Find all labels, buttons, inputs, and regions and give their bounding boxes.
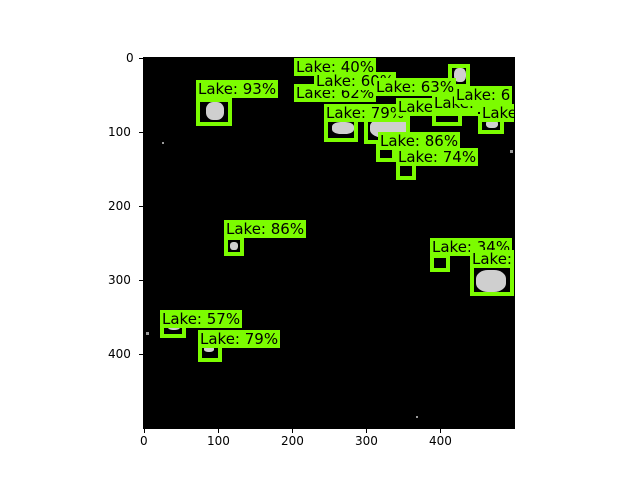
lake-blob bbox=[230, 242, 238, 250]
y-tick bbox=[139, 58, 143, 59]
detection-label: Lake: 79% bbox=[198, 330, 281, 348]
x-tick-label: 100 bbox=[207, 434, 230, 448]
image-speck bbox=[416, 416, 418, 418]
detection-label: Lake: bbox=[470, 250, 514, 268]
y-tick bbox=[139, 206, 143, 207]
detection-label: Lake bbox=[480, 104, 514, 122]
image-speck bbox=[510, 150, 513, 153]
x-tick-label: 300 bbox=[355, 434, 378, 448]
detection-box bbox=[430, 254, 450, 272]
detection-label: Lake: 79% bbox=[324, 104, 407, 122]
detection-label: Lake: 86% bbox=[378, 132, 461, 150]
y-tick bbox=[139, 280, 143, 281]
lake-blob bbox=[486, 120, 498, 128]
detection-label: Lake: 6 bbox=[454, 86, 513, 104]
y-tick-label: 100 bbox=[108, 125, 131, 139]
x-tick bbox=[366, 429, 367, 433]
image-speck bbox=[146, 332, 149, 335]
lake-blob bbox=[204, 346, 214, 352]
y-tick bbox=[139, 132, 143, 133]
detection-box bbox=[224, 236, 244, 256]
detection-box bbox=[470, 264, 514, 296]
x-tick bbox=[218, 429, 219, 433]
detection-label: Lake: 74% bbox=[396, 148, 479, 166]
x-tick-label: 200 bbox=[281, 434, 304, 448]
x-tick-label: 400 bbox=[429, 434, 452, 448]
x-tick bbox=[292, 429, 293, 433]
lake-blob bbox=[454, 68, 466, 82]
y-tick-label: 200 bbox=[108, 199, 131, 213]
lake-blob bbox=[476, 270, 506, 292]
lake-blob bbox=[332, 122, 354, 134]
detection-box bbox=[196, 98, 232, 126]
x-tick-label: 0 bbox=[140, 434, 148, 448]
lake-blob bbox=[206, 102, 224, 120]
detection-label: Lake: 93% bbox=[196, 80, 279, 98]
x-tick bbox=[144, 429, 145, 433]
satellite-image: Lake: 93% Lake: 40% Lake: 62% Lake: 60% … bbox=[144, 58, 514, 428]
detection-label: Lake: 63% bbox=[374, 78, 457, 96]
y-tick-label: 400 bbox=[108, 347, 131, 361]
detection-label: Lake: 40% bbox=[294, 58, 377, 76]
y-tick-label: 0 bbox=[126, 51, 134, 65]
y-tick bbox=[139, 354, 143, 355]
x-tick bbox=[440, 429, 441, 433]
detection-label: Lake: 86% bbox=[224, 220, 307, 238]
image-speck bbox=[162, 142, 164, 144]
detection-label: Lake: 57% bbox=[160, 310, 243, 328]
y-tick-label: 300 bbox=[108, 273, 131, 287]
